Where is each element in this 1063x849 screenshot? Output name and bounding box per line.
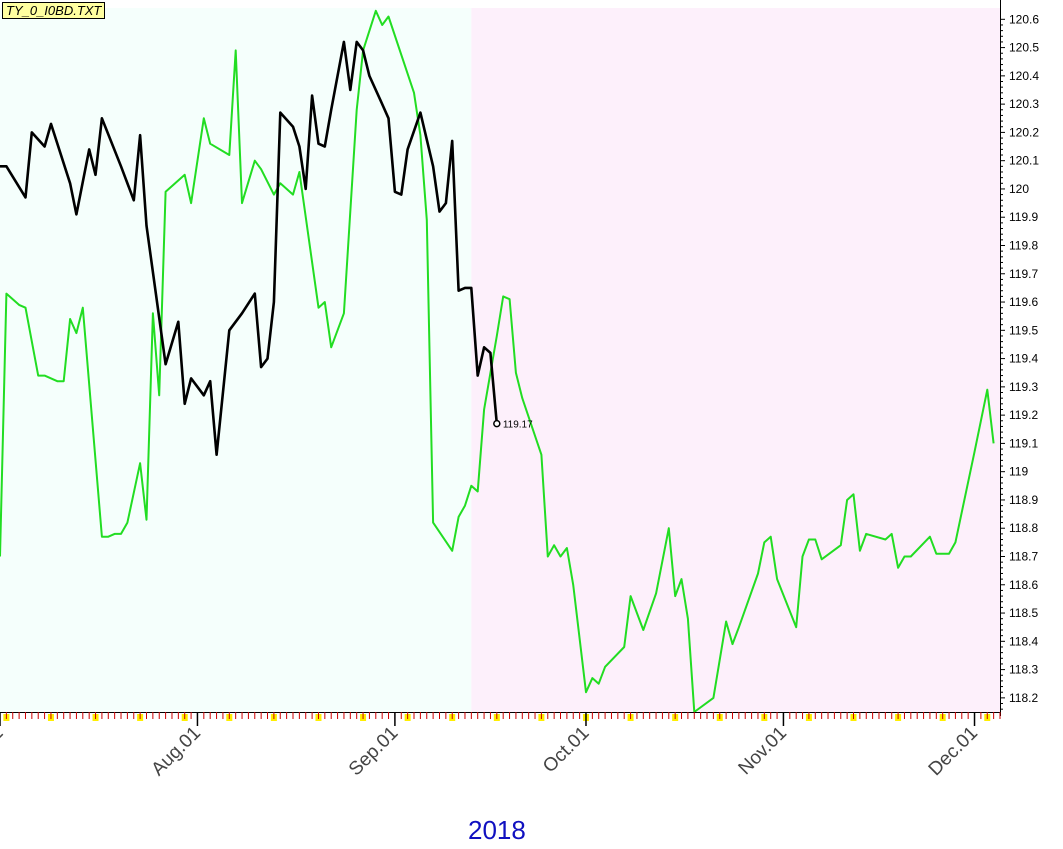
x-axis: Jul.01 Aug.01 Sep.01 Oct.01 Nov.01 Dec.01 (0, 712, 1001, 780)
y-tick-label: 119.7 (1009, 267, 1038, 281)
projection-line (0, 9, 995, 713)
y-tick-label: 119.1 (1009, 436, 1038, 450)
series-layer (0, 9, 995, 713)
last-value-label: 119.17 (503, 420, 533, 431)
y-tick-label: 119.6 (1009, 295, 1038, 309)
y-tick-label: 119.3 (1009, 380, 1038, 394)
file-label: TY_0_I0BD.TXT (2, 2, 106, 19)
y-tick-label: 119.5 (1009, 323, 1038, 337)
y-tick-label: 118.9 (1009, 493, 1038, 507)
y-tick-label: 120.3 (1009, 97, 1039, 111)
y-axis: 120.6 120.5 120.4 120.3 120.2 120.1 120 119.9 11… (1000, 0, 1039, 716)
last-value-marker (493, 419, 501, 428)
y-tick-label: 120 (1009, 182, 1029, 196)
annotation-layer: 119.17 (493, 419, 533, 431)
y-tick-label: 120.5 (1009, 41, 1039, 55)
y-tick-label: 120.2 (1009, 125, 1039, 139)
y-tick-label: 119 (1009, 465, 1028, 479)
y-tick-label: 118.5 (1009, 606, 1038, 620)
y-tick-label: 120.4 (1009, 69, 1039, 83)
future-background (471, 8, 1000, 712)
y-tick-label: 120.6 (1009, 12, 1039, 26)
x-tick-label: Oct.01 (539, 723, 593, 777)
x-tick-label: Aug.01 (148, 723, 205, 780)
y-tick-label: 119.4 (1009, 352, 1038, 366)
x-tick-label: Dec.01 (925, 723, 982, 780)
price-line (0, 40, 499, 457)
y-tick-label: 118.2 (1009, 691, 1038, 705)
y-tick-label: 118.6 (1009, 578, 1038, 592)
x-tick-label: Nov.01 (735, 723, 791, 779)
y-tick-label: 118.4 (1009, 634, 1038, 648)
y-tick-label: 120.1 (1009, 154, 1039, 168)
y-tick-label: 118.8 (1009, 521, 1038, 535)
past-background (0, 8, 472, 712)
x-tick-label: Sep.01 (345, 723, 402, 780)
y-tick-label: 119.2 (1009, 408, 1038, 422)
x-tick-label: Jul.01 (0, 723, 8, 774)
y-tick-label: 118.3 (1009, 663, 1038, 677)
y-tick-label: 119.8 (1009, 238, 1038, 252)
year-label: 2018 (468, 815, 526, 845)
y-tick-label: 119.9 (1009, 210, 1038, 224)
y-tick-label: 118.7 (1009, 549, 1038, 563)
